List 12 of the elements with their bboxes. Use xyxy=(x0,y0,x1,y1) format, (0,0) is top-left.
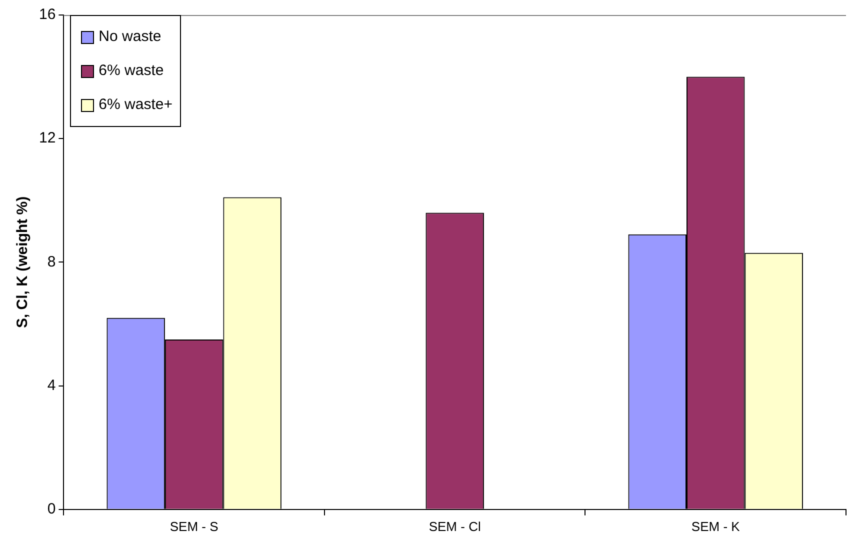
legend-label: No waste xyxy=(98,27,162,47)
y-axis-title: S, Cl, K (weight %) xyxy=(14,196,32,328)
x-tick-label: SEM - K xyxy=(691,518,740,534)
y-tick-label: 0 xyxy=(47,500,56,518)
x-tick-label: SEM - S xyxy=(170,518,219,534)
y-tick-label: 16 xyxy=(38,6,56,24)
legend-label: 6% waste+ xyxy=(98,95,172,115)
y-tick-label: 8 xyxy=(47,253,56,270)
legend-label: 6% waste xyxy=(98,61,164,81)
x-tick-label: SEM - Cl xyxy=(428,518,481,534)
y-tick-label: 4 xyxy=(47,376,56,394)
y-tick-label: 12 xyxy=(38,130,56,147)
